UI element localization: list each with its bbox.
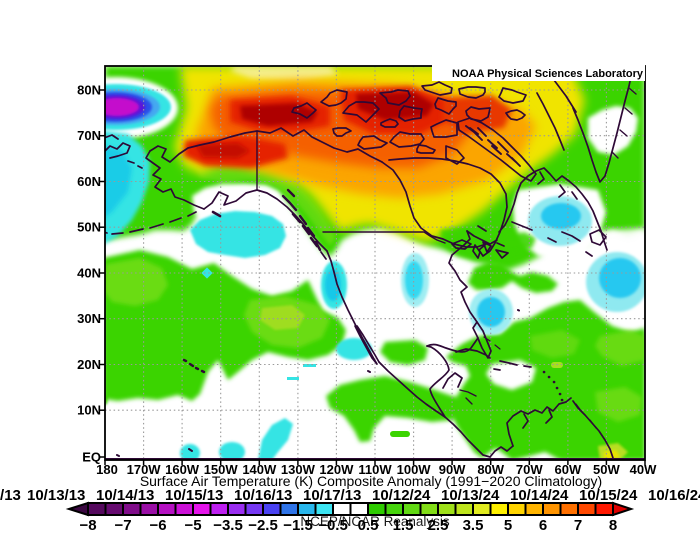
svg-text:160W: 160W [165,462,200,477]
svg-text:5: 5 [504,517,512,534]
svg-text:100W: 100W [397,462,432,477]
svg-text:6: 6 [539,517,547,534]
svg-text:170W: 170W [127,462,162,477]
svg-text:70W: 70W [516,462,543,477]
svg-text:30N: 30N [77,311,101,326]
svg-text:80N: 80N [77,83,101,98]
svg-text:−8: −8 [79,517,96,534]
svg-text:−0.5: −0.5 [318,517,348,534]
svg-text:40N: 40N [77,266,101,281]
svg-text:180: 180 [96,462,118,477]
svg-text:10/13/13: 10/13/13 [27,487,85,504]
svg-text:10/16/13: 10/16/13 [234,487,292,504]
svg-text:8: 8 [609,517,617,534]
svg-text:140W: 140W [242,462,277,477]
svg-text:70N: 70N [77,128,101,143]
svg-text:130W: 130W [281,462,316,477]
svg-text:3.5: 3.5 [463,517,484,534]
svg-text:60W: 60W [555,462,582,477]
svg-text:7: 7 [574,517,582,534]
svg-text:NCEP/NCAR Reanalysis: NCEP/NCAR Reanalysis [300,514,450,529]
svg-text:150W: 150W [204,462,239,477]
svg-text:−2.5: −2.5 [248,517,278,534]
svg-text:10/14/24: 10/14/24 [510,487,569,504]
svg-text:80W: 80W [477,462,504,477]
svg-text:20N: 20N [77,357,101,372]
svg-text:10/17/13: 10/17/13 [303,487,361,504]
svg-text:50N: 50N [77,220,101,235]
svg-text:−5: −5 [184,517,201,534]
svg-text:−6: −6 [149,517,166,534]
svg-text:2.5: 2.5 [428,517,449,534]
svg-text:110W: 110W [358,462,392,477]
svg-text:0.5: 0.5 [358,517,379,534]
svg-text:NOAA Physical Sciences Labo: NOAA Physical Sciences Laboratory [452,68,644,80]
svg-text:10N: 10N [77,403,101,418]
svg-text:10/16/24: 10/16/24 [648,487,700,504]
svg-text:Surface Air Temperature (K) Co: Surface Air Temperature (K) Composite An… [140,473,602,489]
svg-text:10/14/13: 10/14/13 [96,487,154,504]
svg-text:1.5: 1.5 [393,517,414,534]
svg-text:10/15/24: 10/15/24 [579,487,638,504]
svg-text:−3.5: −3.5 [213,517,243,534]
svg-text:10/12/24: 10/12/24 [372,487,431,504]
svg-text:10/13/24: 10/13/24 [441,487,500,504]
svg-text:−1.5: −1.5 [283,517,313,534]
svg-text:90W: 90W [439,462,466,477]
svg-text:10/15/13: 10/15/13 [165,487,223,504]
svg-text:10/12/13: 10/12/13 [0,487,21,504]
svg-text:EQ: EQ [82,450,101,465]
svg-text:−7: −7 [114,517,131,534]
svg-text:50W: 50W [593,462,620,477]
svg-text:60N: 60N [77,174,101,189]
svg-text:40W: 40W [630,462,657,477]
svg-text:120W: 120W [319,462,354,477]
